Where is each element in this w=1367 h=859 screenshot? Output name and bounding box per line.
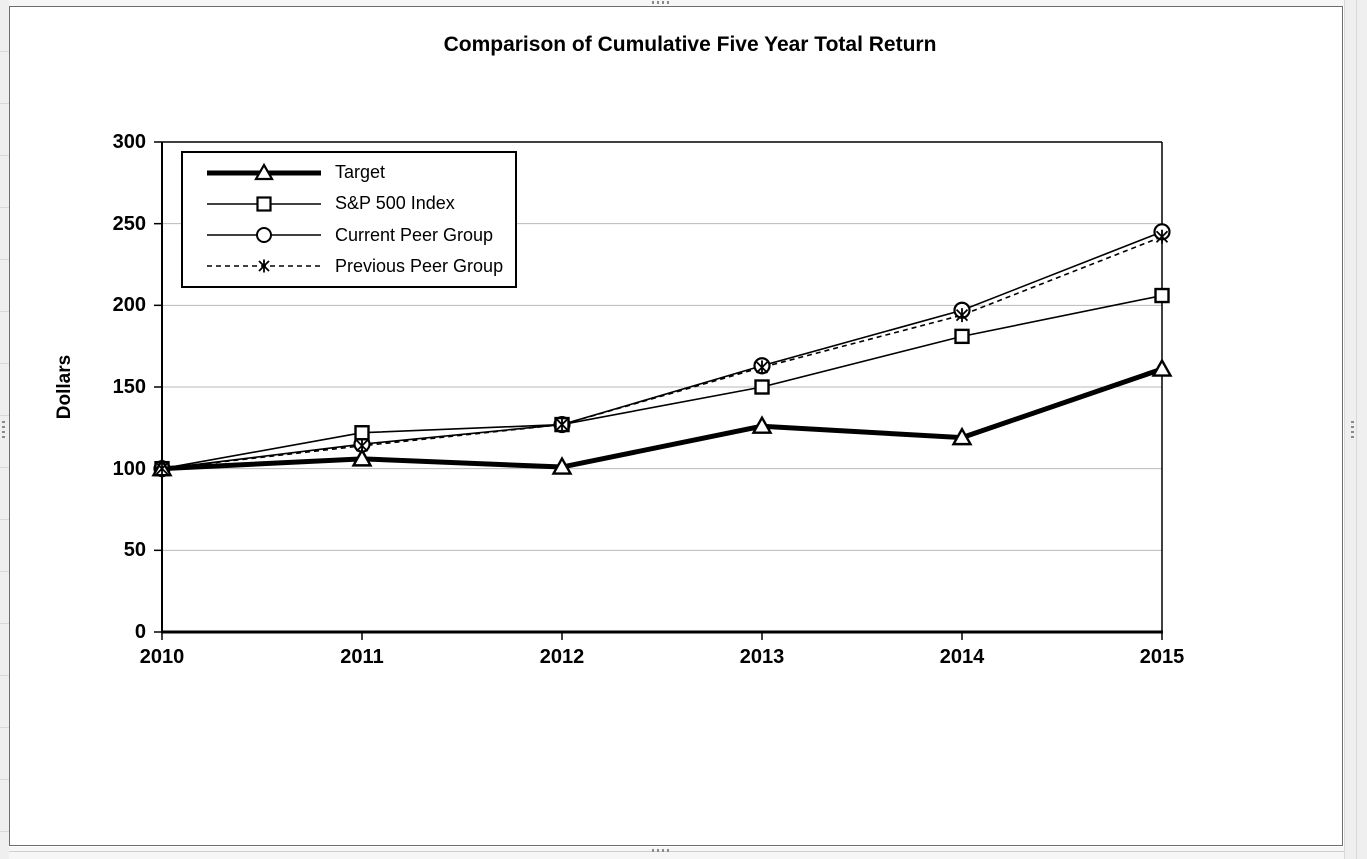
legend-marker-circle [256,227,272,244]
series-line-s-p-500-index [161,294,1163,470]
legend-key-star [207,259,321,273]
legend-key-circle [207,227,321,244]
marker-star-2012 [555,418,569,431]
worksheet-bottom-edge [9,847,1344,859]
worksheet-right-edge [1344,0,1367,859]
series-line-previous-peer-group [161,235,1163,470]
chart-object[interactable] [9,6,1343,846]
legend-item-s-p-500-index[interactable]: S&P 500 Index [205,190,515,218]
x-tick-label: 2013 [739,646,785,668]
marker-triangle-2013 [751,415,773,434]
legend-marker-star [258,260,270,273]
y-tick-label: 0 [134,621,146,643]
resize-handle-left[interactable] [2,421,5,439]
legend-label: Previous Peer Group [335,255,504,276]
marker-star-2013 [755,361,769,374]
y-tick-label: 50 [123,539,146,562]
legend-box[interactable]: Target S&P 500 Index Current Peer Group Pre… [181,151,517,288]
marker-star-2011 [355,439,369,452]
resize-handle-right[interactable] [1351,421,1354,439]
legend-label: S&P 500 Index [335,193,455,214]
y-tick-label: 250 [112,212,146,235]
marker-square-2013 [754,379,770,395]
x-tick-label: 2011 [340,646,384,668]
y-tick-label: 300 [112,131,146,153]
legend-item-current-peer-group[interactable]: Current Peer Group [205,221,515,249]
marker-square-2011 [354,425,370,441]
resize-handle-bottom[interactable] [652,849,670,852]
y-tick-label: 100 [112,457,146,480]
x-tick-label: 2012 [539,646,585,668]
legend-marker-triangle [254,162,274,180]
legend-marker-square [256,196,272,212]
resize-handle-top[interactable] [652,1,670,4]
marker-triangle-2012 [551,456,573,475]
y-tick-label: 150 [112,376,146,398]
marker-star-2015 [1155,230,1169,243]
y-tick-label: 200 [112,294,146,317]
marker-triangle-2011 [351,447,373,467]
legend-key-square [207,196,321,212]
x-tick-label: 2014 [939,646,985,668]
x-tick-label: 2015 [1139,646,1185,668]
marker-square-2014 [954,328,970,345]
legend-label: Target [335,162,386,183]
legend-label: Current Peer Group [335,224,494,245]
marker-star-2014 [955,308,969,322]
marker-triangle-2014 [951,426,973,446]
worksheet-top-edge [9,0,1344,6]
chart-title: Comparison of Cumulative Five Year Total… [443,33,937,56]
marker-square-2015 [1154,287,1170,304]
series-line-target [161,366,1163,472]
marker-star-2010 [155,462,169,475]
x-tick-label: 2010 [139,646,185,668]
legend-key-triangle [207,162,321,180]
legend-item-previous-peer-group[interactable]: Previous Peer Group [205,252,515,280]
marker-triangle-2015 [1151,358,1173,377]
legend-item-target[interactable]: Target [205,159,515,187]
